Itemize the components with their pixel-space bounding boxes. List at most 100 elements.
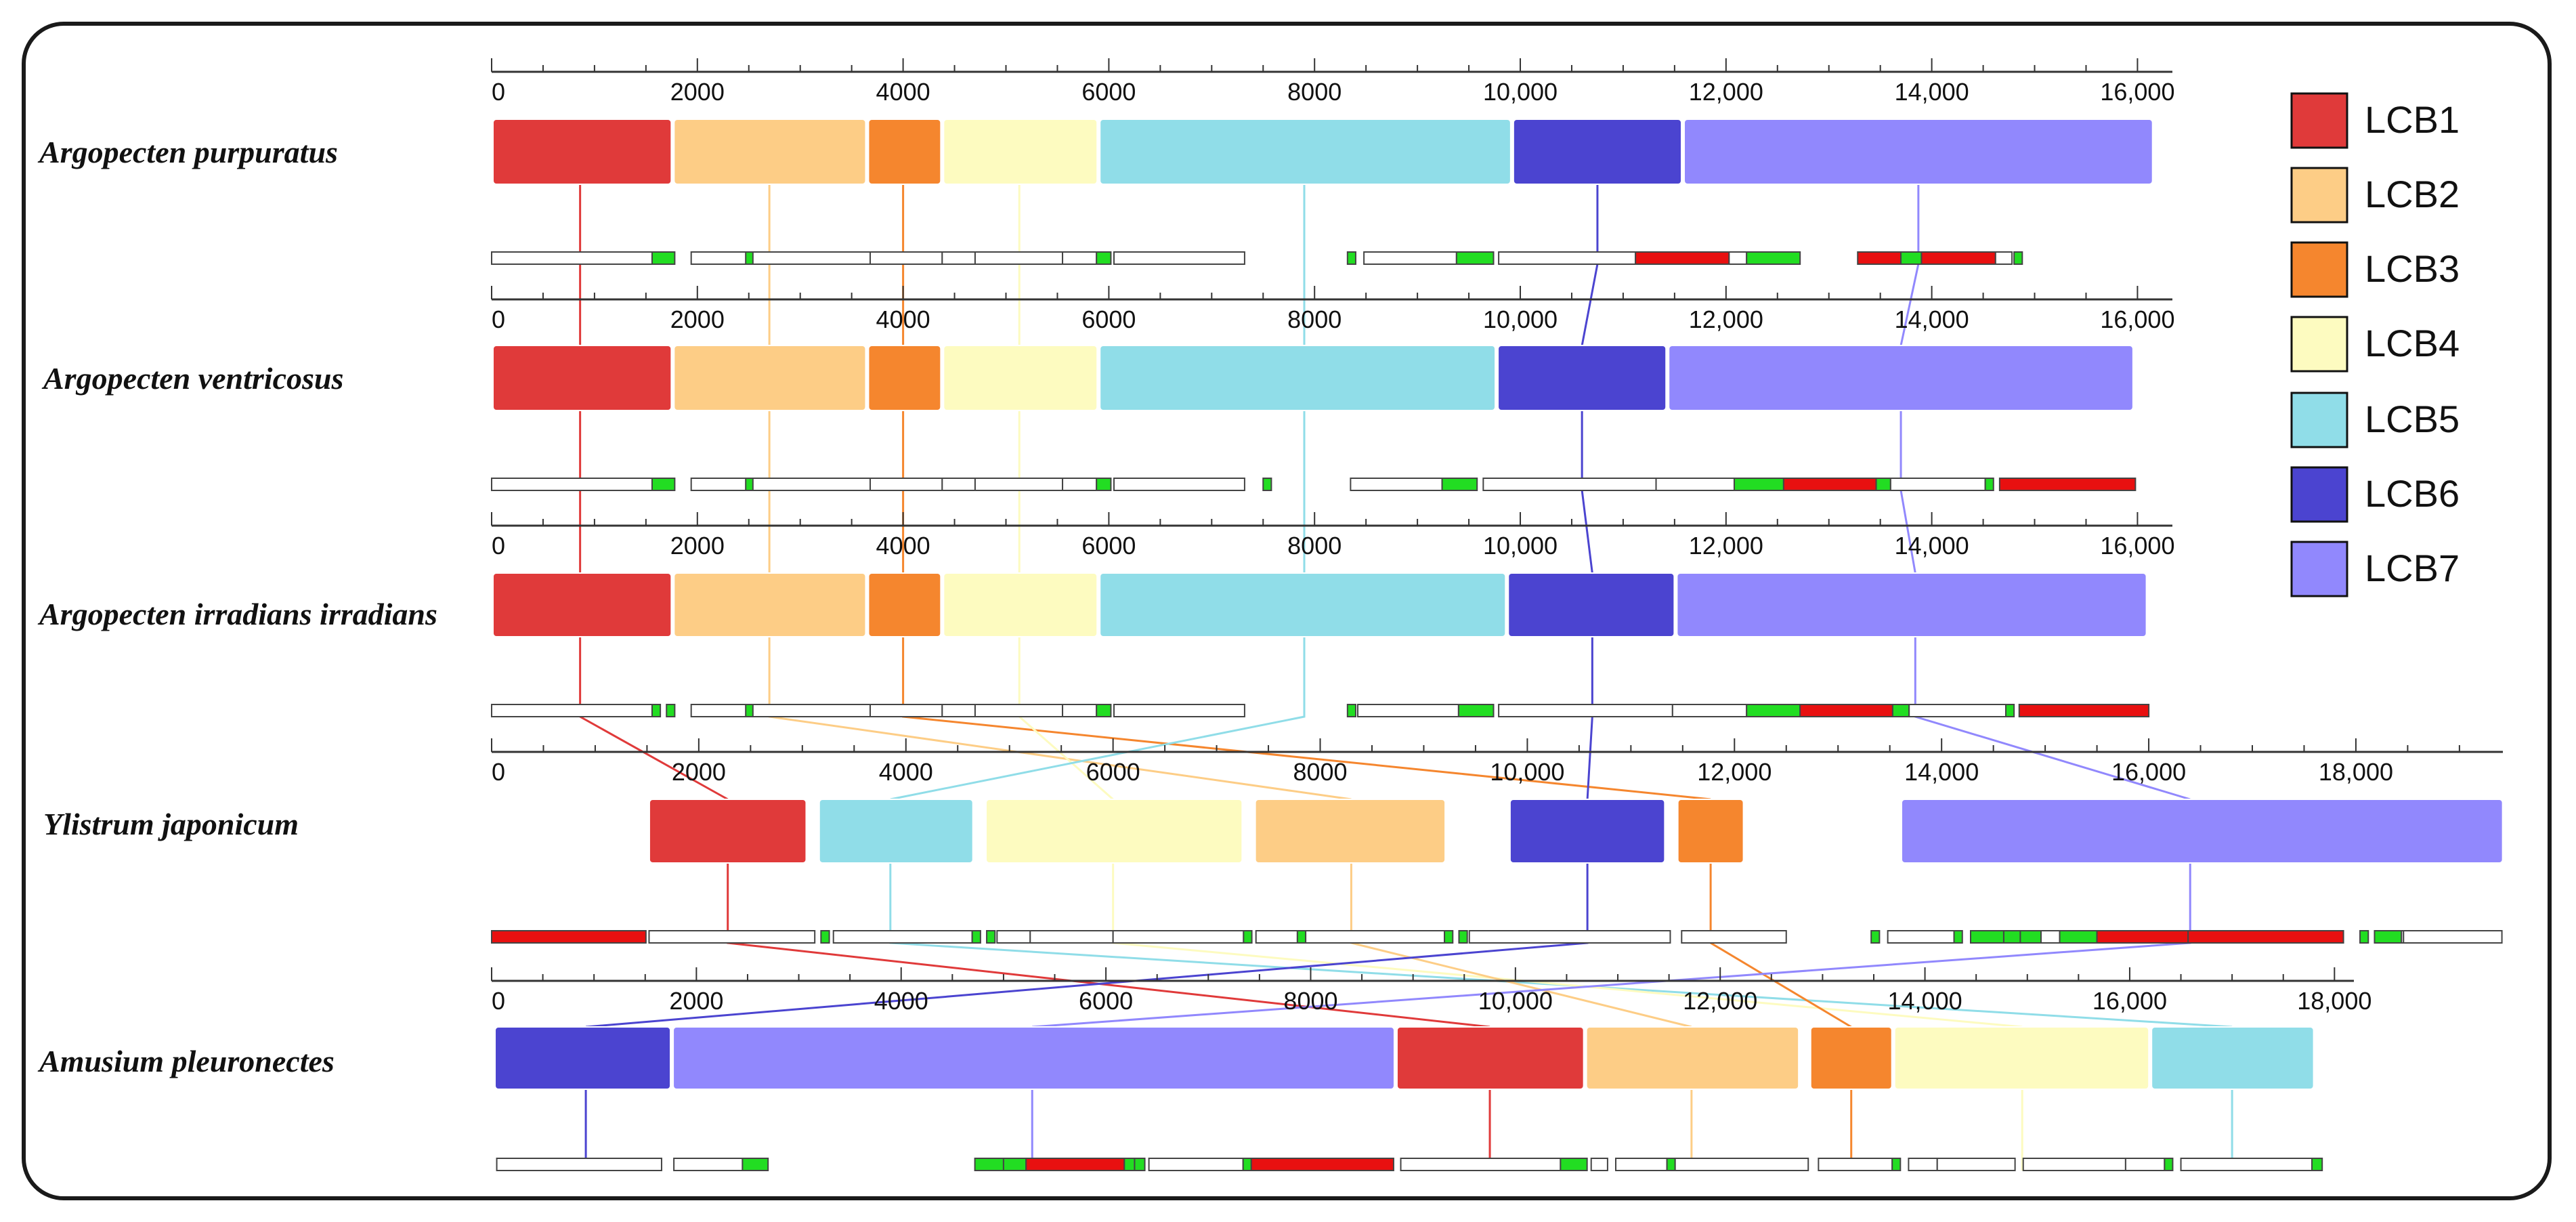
axis-tick-label: 4000	[874, 987, 928, 1015]
gene-feature	[1728, 251, 1748, 265]
gene-feature-green	[651, 704, 662, 717]
gene-feature-green	[1891, 1158, 1902, 1171]
axis-tick-label: 8000	[1287, 78, 1341, 106]
gene-feature	[1671, 704, 1748, 717]
genome-label-amusium-pleuronectes: Amusium pleuronectes	[37, 1044, 335, 1078]
axis-tick-label: 12,000	[1689, 78, 1763, 106]
gene-feature-red	[1250, 1158, 1394, 1171]
gene-feature-green	[1457, 704, 1495, 717]
gene-feature	[941, 478, 976, 491]
gene-feature-green	[1096, 251, 1112, 265]
gene-feature-green	[1441, 478, 1478, 491]
gene-feature	[1655, 478, 1735, 491]
gene-feature	[974, 704, 1064, 717]
gene-feature	[832, 930, 973, 944]
genome-track: 0 2000 4000 6000 8000 10,000 12,000 14,000 16,00…	[491, 738, 2504, 944]
connector-lcb5	[890, 605, 1306, 801]
gene-feature	[1062, 704, 1098, 717]
gene-feature	[2124, 1158, 2166, 1171]
axis-tick-label: 18,000	[2297, 987, 2371, 1015]
gene-feature	[690, 478, 871, 491]
gene-feature-green	[2311, 1158, 2323, 1171]
lcb-block-lcb4	[985, 799, 1243, 864]
axis-tick-label: 14,000	[1895, 532, 1969, 560]
gene-feature-green	[1346, 251, 1356, 265]
gene-feature	[1498, 251, 1637, 265]
gene-feature-green	[1970, 930, 2004, 944]
lcb-block-lcb6	[1507, 572, 1675, 637]
lcb-block-lcb2	[673, 345, 867, 411]
gene-feature-green	[1891, 704, 1910, 717]
gene-feature-green	[1870, 930, 1881, 944]
axis-tick-label: 12,000	[1689, 306, 1763, 333]
legend-label-lcb4: LCB4	[2365, 322, 2460, 364]
gene-feature	[941, 251, 976, 265]
axis-tick-label: 8000	[1293, 758, 1347, 786]
gene-feature	[491, 478, 653, 491]
legend-item-lcb5: LCB5	[2290, 392, 2460, 448]
gene-feature	[491, 704, 653, 717]
gene-feature	[1112, 930, 1245, 944]
gene-feature-green	[1666, 1158, 1676, 1171]
gene-feature	[1818, 1158, 1893, 1171]
lcb-block-lcb7	[1683, 119, 2153, 185]
gene-feature-green	[2019, 930, 2042, 944]
lcb-block-lcb5	[2151, 1026, 2315, 1090]
gene-feature-green	[1243, 930, 1253, 944]
gene-feature	[974, 478, 1064, 491]
gene-feature	[1363, 251, 1457, 265]
lcb-block-lcb3	[867, 119, 942, 185]
axis-tick-label: 0	[492, 987, 505, 1015]
gene-feature-green	[2002, 930, 2021, 944]
gene-feature-green	[986, 930, 996, 944]
gene-feature	[1498, 704, 1673, 717]
gene-feature	[941, 704, 976, 717]
legend-swatch-lcb4	[2290, 316, 2348, 373]
gene-feature-green	[1444, 930, 1454, 944]
gene-feature-green	[2013, 251, 2023, 265]
gene-feature-green	[1746, 251, 1801, 265]
genome-track: 0 2000 4000 6000 8000 10,000 12,000 14,000 16,00…	[491, 58, 2174, 265]
lcb-connectors	[579, 152, 2233, 1171]
lcb-block-lcb6	[1512, 119, 1683, 185]
gene-feature-green	[745, 704, 754, 717]
gene-feature	[1357, 704, 1459, 717]
gene-feature-green	[2374, 930, 2403, 944]
lcb-block-lcb2	[1254, 799, 1446, 864]
lcb-block-lcb6	[494, 1026, 672, 1090]
legend-swatch-lcb7	[2290, 541, 2348, 597]
gene-feature	[1482, 478, 1657, 491]
legend-label-lcb7: LCB7	[2365, 547, 2460, 589]
axis-tick-label: 16,000	[2100, 532, 2174, 560]
gene-feature-green	[2164, 1158, 2174, 1171]
axis-tick-label: 6000	[1081, 78, 1136, 106]
lcb-block-lcb4	[943, 119, 1098, 185]
gene-feature-green	[1242, 1158, 1252, 1171]
legend-label-lcb2: LCB2	[2365, 173, 2460, 215]
axis-tick-label: 12,000	[1697, 758, 1772, 786]
axis-tick-label: 12,000	[1683, 987, 1757, 1015]
gene-feature	[1681, 930, 1787, 944]
gene-feature	[869, 251, 943, 265]
legend-item-lcb4: LCB4	[2290, 316, 2460, 373]
legend-item-lcb7: LCB7	[2290, 541, 2460, 597]
lcb-block-lcb1	[492, 119, 672, 185]
lcb-block-lcb1	[1396, 1026, 1585, 1090]
gene-feature	[2022, 1158, 2126, 1171]
gene-feature-green	[1346, 704, 1356, 717]
genome-label-argopecten-ventricosus: Argopecten ventricosus	[41, 361, 343, 396]
gene-feature	[2180, 1158, 2313, 1171]
legend-swatch-lcb3	[2290, 241, 2348, 298]
gene-feature-red	[2096, 930, 2189, 944]
gene-feature-green	[1458, 930, 1468, 944]
lcb-block-lcb3	[1809, 1026, 1893, 1090]
gene-feature	[2040, 930, 2061, 944]
genome-label-group: Argopecten purpuratus Argopecten ventric…	[37, 135, 437, 1078]
legend-label-lcb3: LCB3	[2365, 247, 2460, 290]
lcb-block-lcb6	[1497, 345, 1667, 411]
gene-feature-red	[1920, 251, 1996, 265]
gene-feature	[1113, 704, 1245, 717]
gene-feature-green	[820, 930, 830, 944]
lcb-block-lcb7	[1901, 799, 2504, 864]
